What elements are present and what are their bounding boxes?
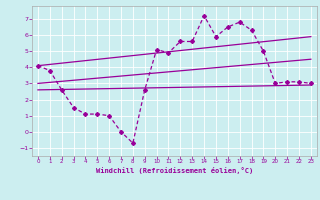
X-axis label: Windchill (Refroidissement éolien,°C): Windchill (Refroidissement éolien,°C)	[96, 167, 253, 174]
